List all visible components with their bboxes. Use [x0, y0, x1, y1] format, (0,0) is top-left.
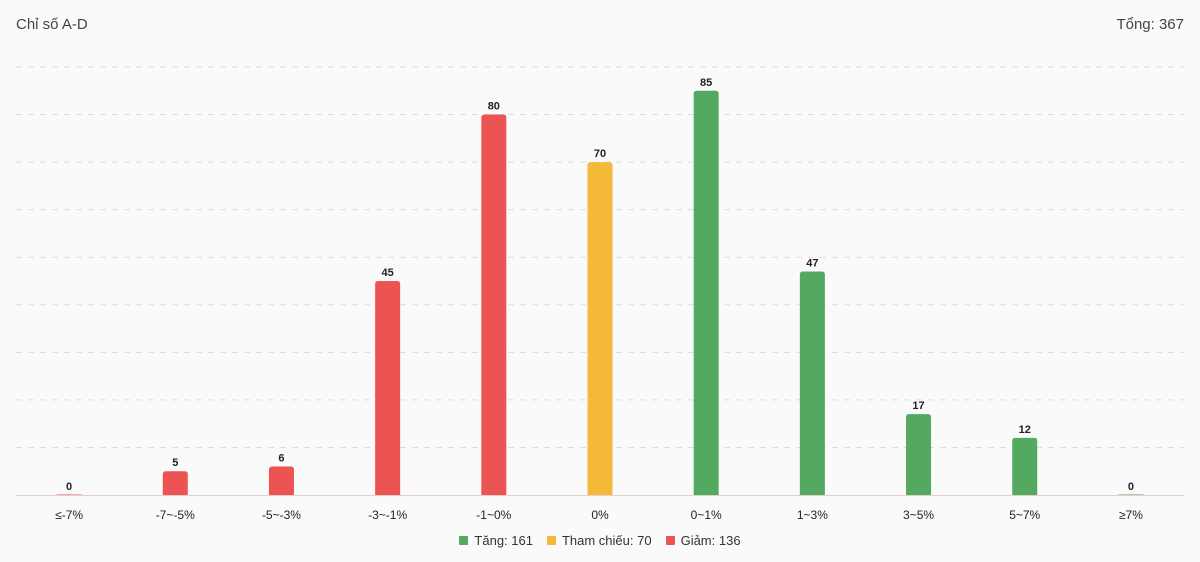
data-label: 47 [806, 257, 818, 269]
data-label: 17 [912, 400, 924, 412]
bar [906, 414, 932, 495]
x-tick-label: 0~1% [691, 508, 722, 522]
bar [1118, 494, 1144, 495]
x-tick-label: -3~-1% [368, 508, 407, 522]
x-tick-label: 3~5% [903, 508, 934, 522]
data-label: 0 [66, 481, 72, 493]
legend-label-reference: Tham chiếu: 70 [561, 533, 652, 548]
data-label: 12 [1019, 424, 1031, 436]
x-tick-label: -5~-3% [262, 508, 301, 522]
data-label: 45 [382, 267, 394, 279]
x-tick-label: -1~0% [476, 508, 511, 522]
bar [375, 281, 401, 495]
bar-chart: 0 ≤-7% 5 -7~-5% 6 -5~-3% 45 -3~-1% 80 -1~0% 70 0% 85… [16, 66, 1184, 522]
legend-label-down: Giảm: 136 [680, 533, 741, 548]
data-label: 70 [594, 148, 606, 160]
x-tick-label: ≤-7% [55, 508, 83, 522]
bar [481, 114, 507, 496]
legend-item-reference[interactable]: Tham chiếu: 70 [546, 533, 652, 548]
x-tick-label: 0% [591, 508, 609, 522]
legend-swatch-down [665, 536, 675, 545]
legend-swatch-reference [546, 536, 556, 545]
total-count: Tổng: 367 [1116, 16, 1184, 33]
bar [56, 494, 82, 495]
bar [693, 90, 719, 496]
bar [799, 271, 825, 495]
legend-swatch-up [459, 536, 469, 545]
legend-item-down[interactable]: Giảm: 136 [665, 533, 741, 548]
bar [1012, 437, 1038, 495]
data-label: 85 [700, 77, 712, 89]
data-label: 0 [1128, 481, 1134, 493]
data-label: 6 [278, 452, 284, 464]
bar [162, 471, 188, 495]
data-label: 80 [488, 101, 500, 113]
bar [587, 162, 613, 495]
legend-label-up: Tăng: 161 [474, 533, 533, 548]
bar [268, 466, 294, 495]
chart-title: Chỉ số A-D [16, 16, 88, 33]
x-tick-label: 1~3% [797, 508, 828, 522]
legend-item-up[interactable]: Tăng: 161 [459, 533, 533, 548]
x-tick-label: -7~-5% [156, 508, 195, 522]
x-tick-label: ≥7% [1119, 508, 1143, 522]
x-tick-label: 5~7% [1009, 508, 1040, 522]
data-label: 5 [172, 457, 178, 469]
chart-legend: Tăng: 161 Tham chiếu: 70 Giảm: 136 [0, 533, 1200, 548]
